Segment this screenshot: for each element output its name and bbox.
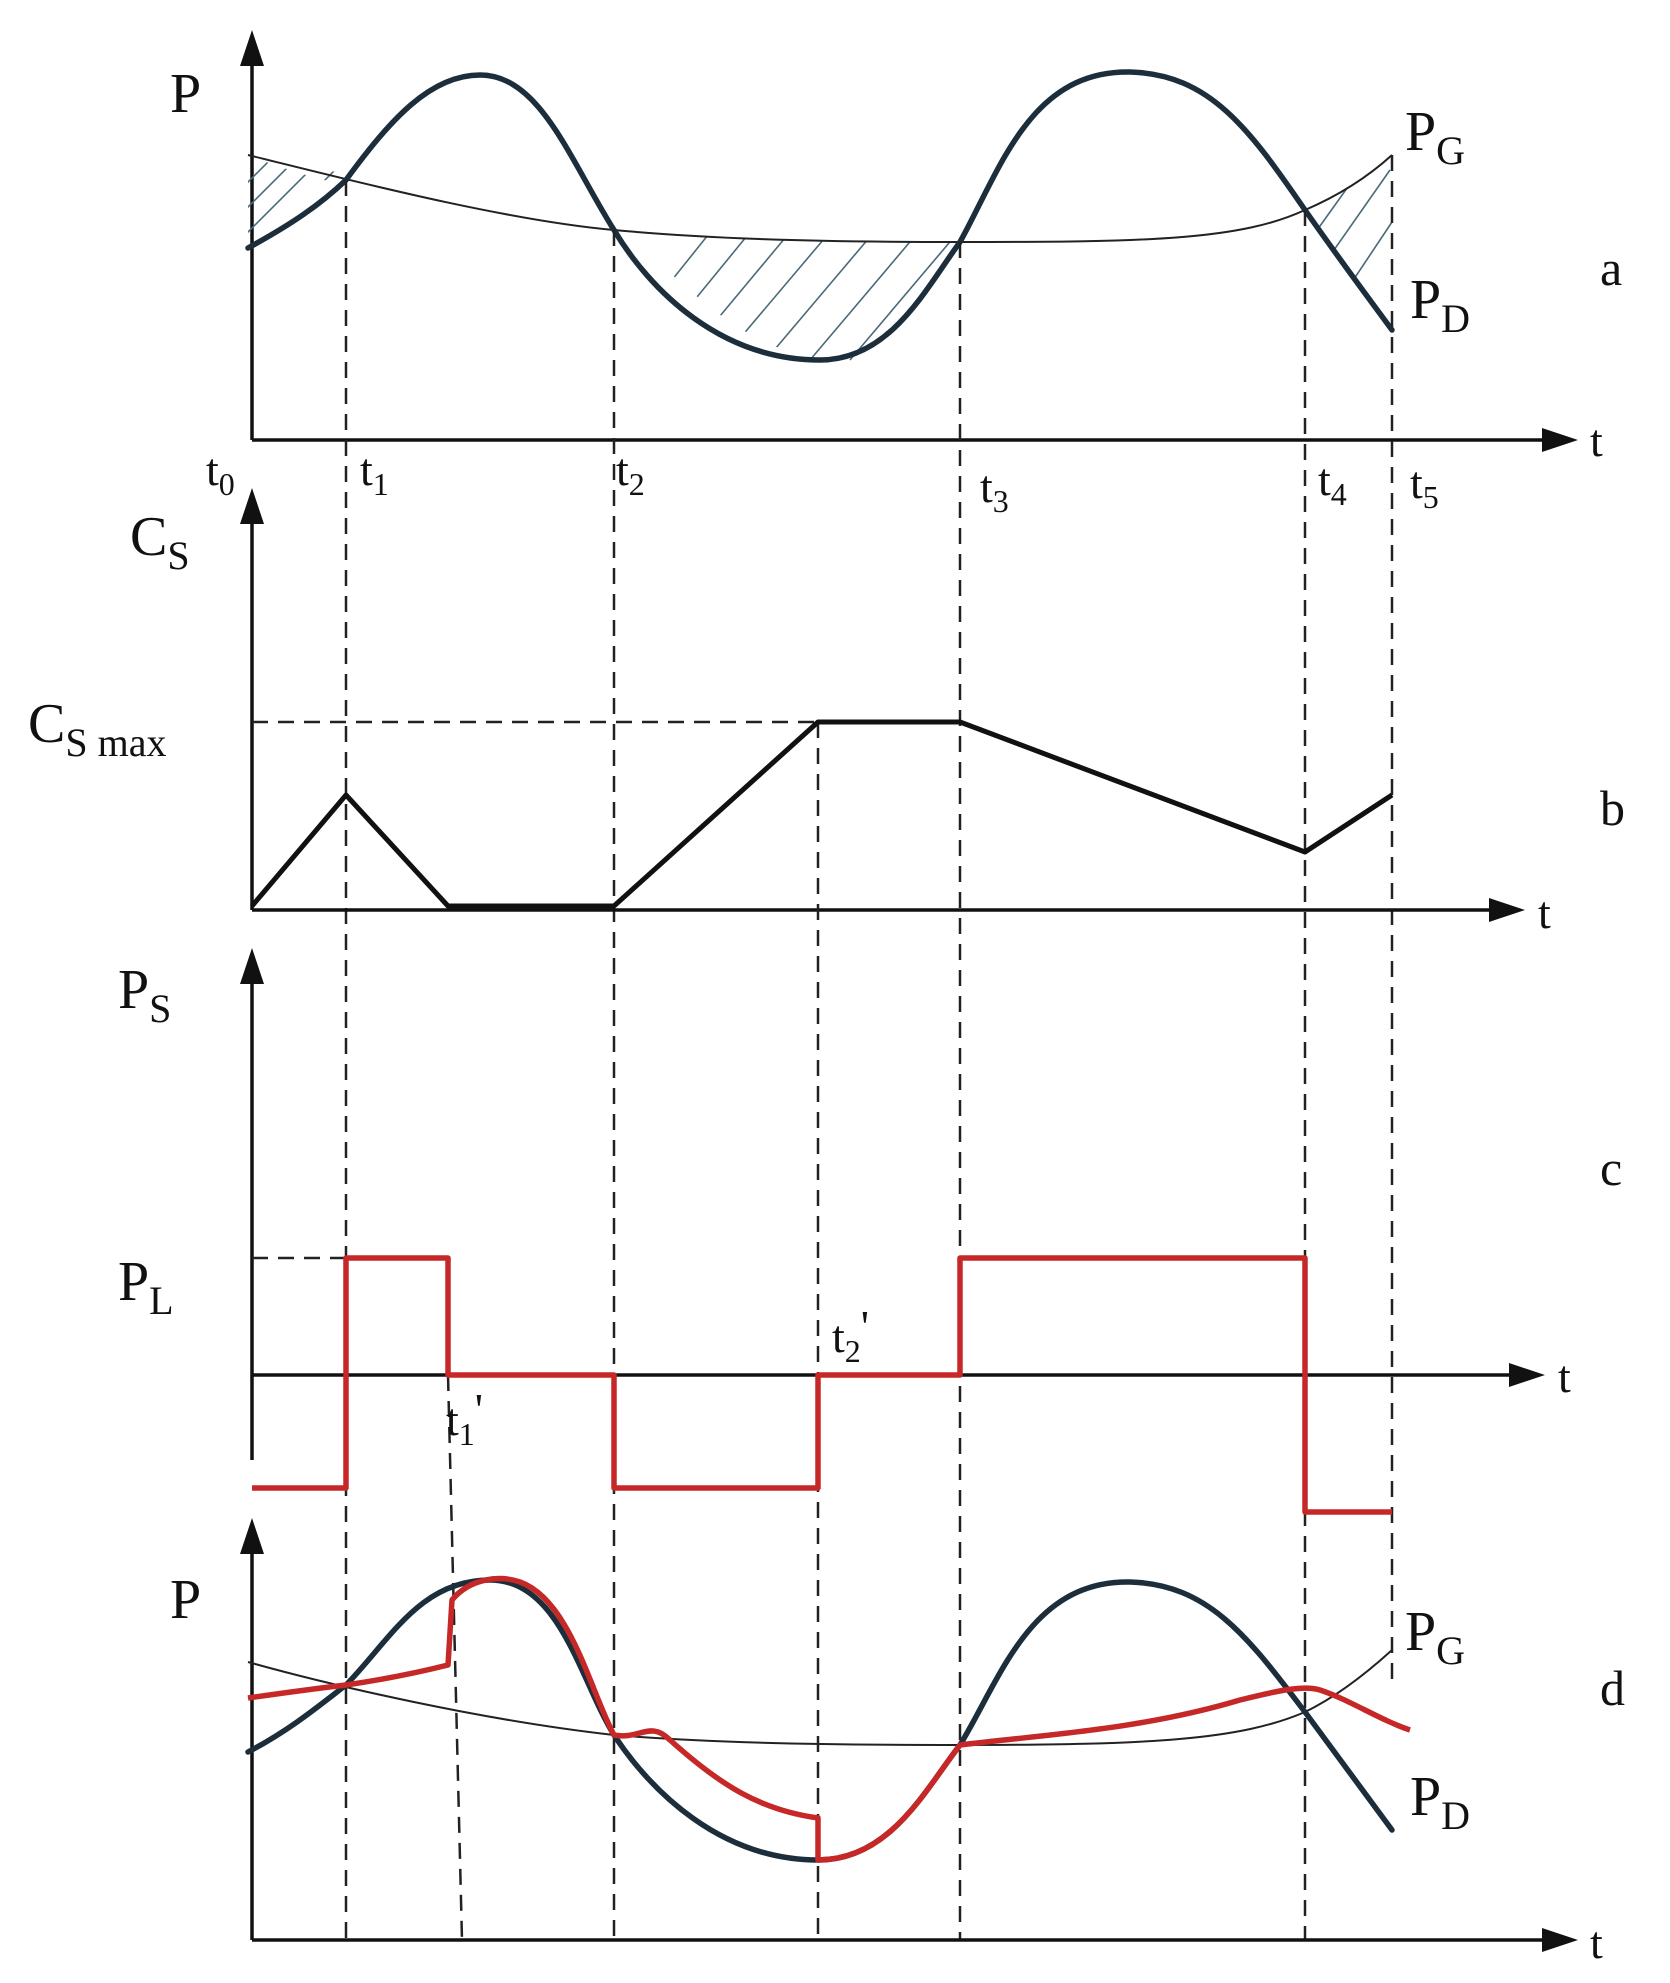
storage-level-curve [250, 719, 1394, 909]
t1p-guide [446, 1374, 464, 1941]
panel-a-y-arrow [240, 30, 264, 66]
panel-c-letter: c [1600, 1140, 1622, 1196]
panel-a-letter: a [1600, 240, 1622, 296]
panel-d: P t PG PD d [170, 1518, 1625, 1968]
tick-t3: t3 [980, 461, 1009, 519]
tick-t1: t1 [360, 444, 389, 502]
tick-t5: t5 [1410, 457, 1439, 515]
panel-b-letter: b [1600, 780, 1625, 836]
panel-d-x-label: t [1590, 1917, 1603, 1968]
pl-label: PL [118, 1251, 174, 1323]
tick-t0: t0 [206, 444, 235, 502]
storage-power-curve [252, 1255, 1392, 1515]
panel-b-x-label: t [1538, 887, 1551, 938]
panel-d-y-label: P [170, 1569, 201, 1631]
panel-a-x-arrow [1542, 428, 1578, 452]
panel-a-generation-curve [247, 154, 1393, 244]
panel-c-y-label: PS [118, 959, 171, 1031]
panel-b-y-label: CS [130, 506, 190, 578]
tick-t1-prime: t1' [446, 1384, 483, 1452]
panel-d-x-arrow [1542, 1928, 1578, 1952]
panel-a-pg-label: PG [1405, 101, 1465, 173]
panel-c-y-arrow [240, 948, 264, 984]
panel-a-demand-curve [245, 69, 1395, 363]
panel-d-pd-label: PD [1410, 1766, 1470, 1838]
panel-d-generation-curve [247, 1649, 1393, 1747]
tick-t2: t2 [616, 444, 645, 502]
panel-d-y-arrow [240, 1518, 264, 1554]
resulting-power-curve [247, 1575, 1411, 1863]
tick-t4: t4 [1318, 454, 1347, 512]
panel-c-x-label: t [1558, 1351, 1571, 1402]
tick-t2-prime: t2' [832, 1301, 869, 1369]
panel-a-y-label: P [170, 63, 201, 125]
panel-c: PS PL t c t1' t2' [118, 948, 1622, 1941]
panel-d-letter: d [1600, 1660, 1625, 1716]
panel-d-pg-label: PG [1405, 1601, 1465, 1673]
panel-b-x-arrow [1489, 898, 1525, 922]
panel-a: P t PG PD a t0 t1 t2 t3 t4 t5 [170, 30, 1622, 1940]
panel-c-x-arrow [1509, 1363, 1545, 1387]
panel-a-pd-label: PD [1410, 269, 1470, 341]
panel-a-x-label: t [1590, 415, 1603, 466]
cs-max-label: CS max [28, 693, 166, 765]
panel-b: CS CS max t b [28, 488, 1625, 1940]
panel-b-y-arrow [240, 488, 264, 524]
